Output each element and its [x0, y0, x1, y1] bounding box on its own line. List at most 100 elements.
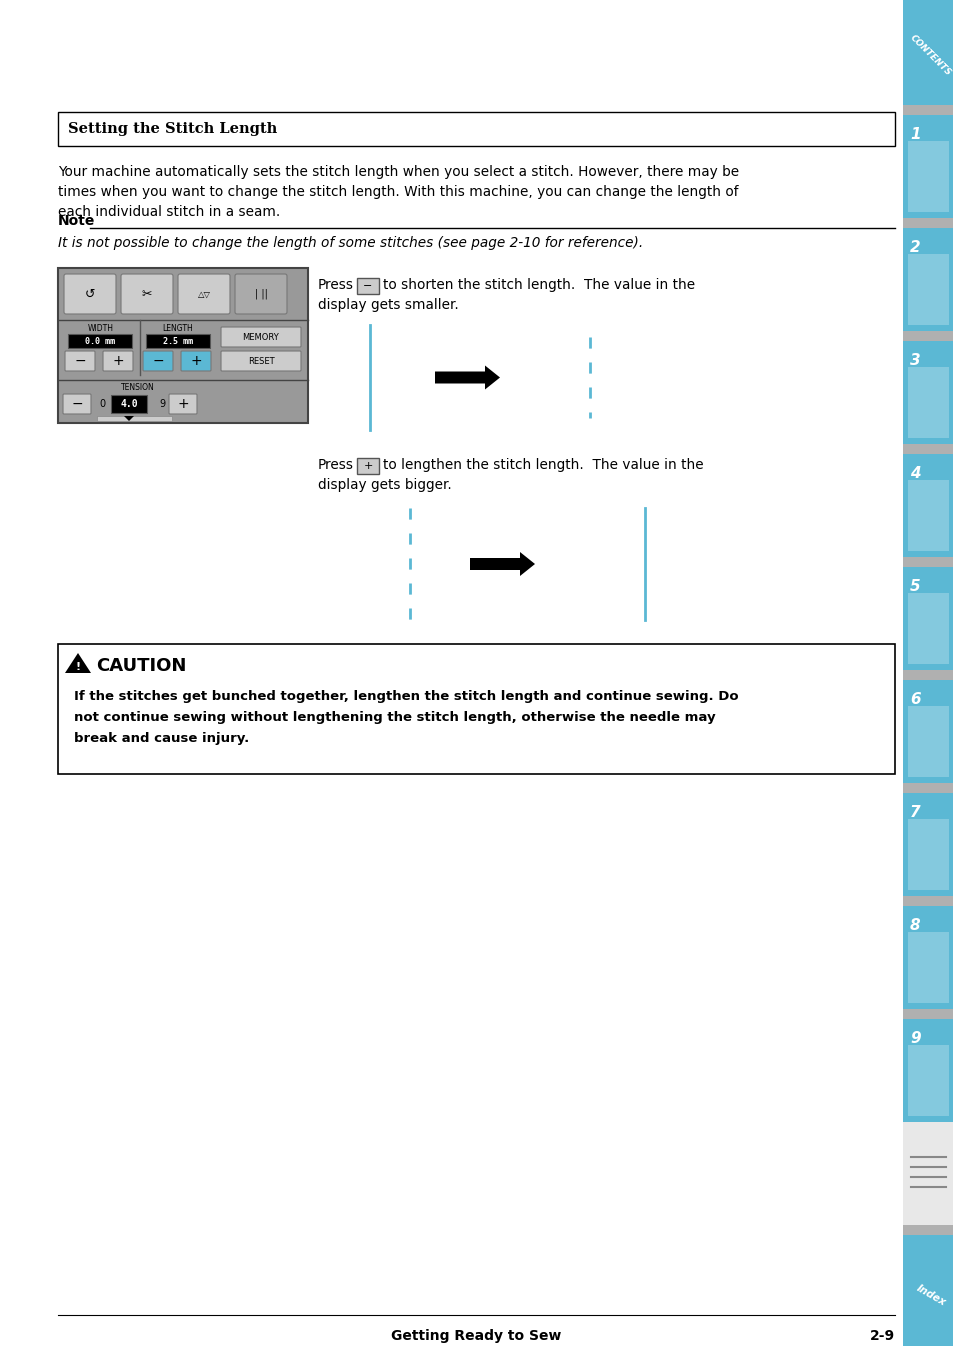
Polygon shape [902, 0, 953, 105]
Text: +: + [363, 460, 373, 471]
FancyBboxPatch shape [58, 268, 308, 423]
FancyBboxPatch shape [111, 394, 147, 413]
Text: RESET: RESET [248, 357, 274, 366]
Text: ✂: ✂ [142, 288, 152, 300]
Text: not continue sewing without lengthening the stitch length, otherwise the needle : not continue sewing without lengthening … [74, 711, 715, 724]
Bar [902, 783, 953, 793]
FancyBboxPatch shape [234, 275, 287, 314]
Bar [902, 331, 953, 341]
Text: +: + [190, 354, 202, 367]
Text: 0: 0 [99, 398, 105, 409]
Text: 7: 7 [909, 805, 920, 820]
Bar [902, 1123, 953, 1225]
Text: Your machine automatically sets the stitch length when you select a stitch. Howe: Your machine automatically sets the stit… [58, 166, 739, 179]
Text: break and cause injury.: break and cause injury. [74, 732, 249, 744]
Bar [907, 818, 948, 890]
Bar [902, 1225, 953, 1236]
Bar [907, 481, 948, 551]
FancyBboxPatch shape [121, 275, 172, 314]
Text: CAUTION: CAUTION [96, 657, 186, 674]
FancyBboxPatch shape [221, 351, 301, 371]
Text: 9: 9 [159, 398, 165, 409]
Bar [902, 218, 953, 227]
Text: 4: 4 [909, 466, 920, 481]
Polygon shape [65, 653, 91, 673]
Text: 2-9: 2-9 [869, 1329, 894, 1343]
Text: −: − [71, 397, 83, 411]
Text: to lengthen the stitch length.  The value in the: to lengthen the stitch length. The value… [382, 458, 703, 472]
Text: +: + [177, 397, 189, 411]
Text: display gets bigger.: display gets bigger. [317, 478, 452, 493]
Bar [902, 1019, 953, 1123]
FancyBboxPatch shape [68, 334, 132, 349]
Text: Getting Ready to Sew: Getting Ready to Sew [391, 1329, 561, 1343]
Text: 9: 9 [909, 1031, 920, 1046]
Bar [902, 557, 953, 567]
Text: TENSION: TENSION [121, 384, 154, 392]
Bar [902, 444, 953, 454]
Bar [902, 567, 953, 670]
Bar [902, 1236, 953, 1346]
Text: display gets smaller.: display gets smaller. [317, 297, 458, 312]
Bar [907, 931, 948, 1003]
Text: 0.0 mm: 0.0 mm [85, 336, 115, 346]
Bar [902, 793, 953, 896]
FancyBboxPatch shape [181, 351, 211, 371]
FancyBboxPatch shape [64, 275, 116, 314]
Text: 5: 5 [909, 579, 920, 594]
Text: Press: Press [317, 458, 354, 472]
Text: 6: 6 [909, 692, 920, 707]
Bar [902, 341, 953, 444]
Text: 8: 8 [909, 918, 920, 933]
Text: CONTENTS: CONTENTS [907, 32, 952, 77]
Bar [902, 896, 953, 906]
Bar [902, 227, 953, 331]
Text: It is not possible to change the length of some stitches (see page 2-10 for refe: It is not possible to change the length … [58, 236, 642, 250]
Text: Index: Index [914, 1283, 947, 1308]
Bar [902, 114, 953, 218]
Bar [902, 454, 953, 557]
Text: each individual stitch in a seam.: each individual stitch in a seam. [58, 205, 280, 219]
Bar [902, 105, 953, 114]
Bar [902, 680, 953, 783]
Polygon shape [435, 366, 499, 389]
Bar [907, 707, 948, 777]
Text: !: ! [75, 662, 80, 672]
Bar [907, 141, 948, 213]
Bar [907, 1044, 948, 1116]
Bar [907, 367, 948, 437]
Text: ↺: ↺ [85, 288, 95, 300]
Text: 2: 2 [909, 240, 920, 254]
Bar [902, 906, 953, 1010]
Polygon shape [124, 416, 133, 421]
Text: Press: Press [317, 279, 354, 292]
Bar [907, 254, 948, 324]
Text: | ||: | || [254, 289, 267, 299]
Text: 3: 3 [909, 353, 920, 367]
Bar [902, 1010, 953, 1019]
FancyBboxPatch shape [143, 351, 172, 371]
FancyBboxPatch shape [221, 327, 301, 347]
Text: LENGTH: LENGTH [162, 324, 193, 332]
Text: times when you want to change the stitch length. With this machine, you can chan: times when you want to change the stitch… [58, 184, 738, 199]
FancyBboxPatch shape [146, 334, 210, 349]
Text: 4.0: 4.0 [120, 398, 137, 409]
FancyBboxPatch shape [103, 351, 132, 371]
Text: MEMORY: MEMORY [242, 332, 279, 342]
Text: Setting the Stitch Length: Setting the Stitch Length [68, 122, 277, 136]
Text: If the stitches get bunched together, lengthen the stitch length and continue se: If the stitches get bunched together, le… [74, 690, 738, 703]
Bar [97, 416, 172, 421]
Text: +: + [112, 354, 124, 367]
FancyBboxPatch shape [356, 458, 378, 474]
Bar [907, 594, 948, 664]
Bar [902, 670, 953, 680]
Text: Note: Note [58, 214, 95, 227]
Bar [902, 1123, 953, 1132]
FancyBboxPatch shape [58, 112, 894, 145]
FancyBboxPatch shape [58, 643, 894, 774]
Text: △▽: △▽ [197, 289, 211, 299]
Text: −: − [152, 354, 164, 367]
FancyBboxPatch shape [178, 275, 230, 314]
Text: WIDTH: WIDTH [88, 324, 113, 332]
FancyBboxPatch shape [65, 351, 95, 371]
